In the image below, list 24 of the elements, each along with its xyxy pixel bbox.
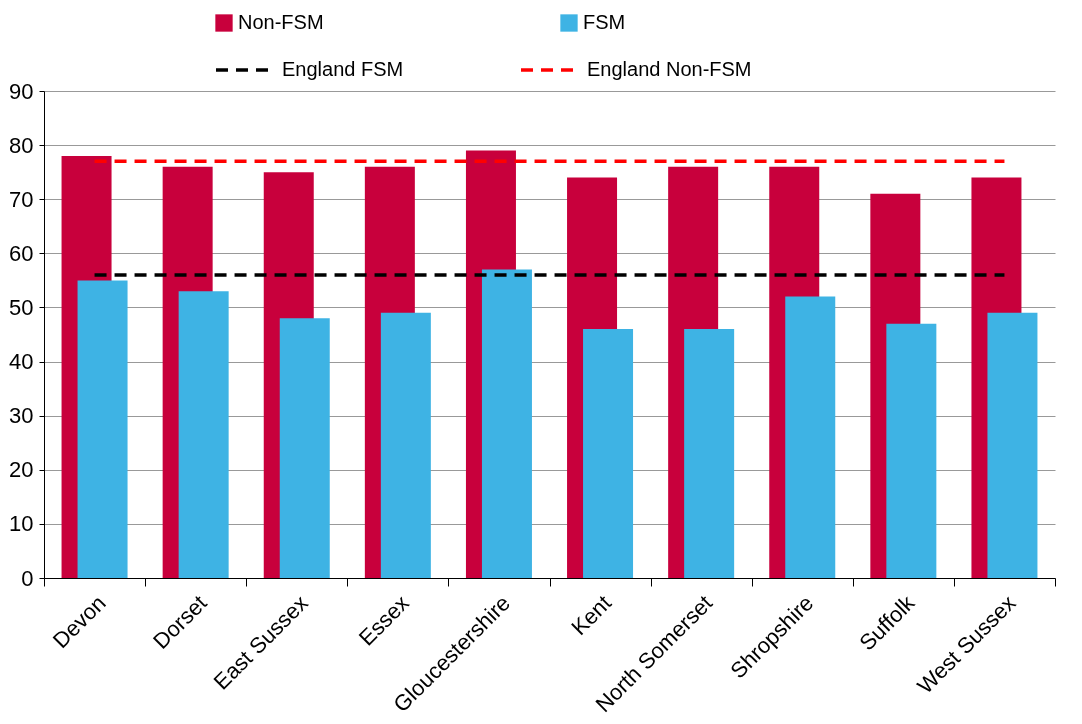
bar: [77, 280, 128, 578]
bar: [684, 329, 735, 578]
bar: [987, 312, 1038, 578]
bar: [279, 318, 330, 578]
bar: [785, 296, 836, 578]
bar: [886, 323, 937, 578]
y-tick-label: 0: [21, 565, 34, 591]
y-tick-label: 30: [9, 403, 34, 429]
y-tick-label: 70: [9, 186, 34, 212]
bar: [380, 312, 431, 578]
y-tick-label: 40: [9, 349, 34, 375]
bar: [481, 269, 532, 578]
y-tick-label: 10: [9, 511, 34, 537]
y-tick-label: 20: [9, 457, 34, 483]
y-tick-label: 60: [9, 240, 34, 266]
legend-label: FSM: [583, 11, 626, 33]
legend-label: Non-FSM: [238, 11, 324, 33]
bar: [178, 291, 229, 578]
legend-label: England FSM: [282, 58, 404, 80]
bar: [583, 329, 634, 578]
legend-label: England Non-FSM: [587, 58, 752, 80]
y-tick-label: 80: [9, 132, 34, 158]
y-tick-label: 90: [9, 78, 34, 104]
y-tick-label: 50: [9, 294, 34, 320]
